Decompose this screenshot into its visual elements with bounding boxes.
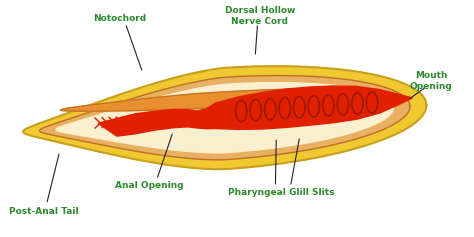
Polygon shape [56,83,393,153]
Polygon shape [61,89,342,111]
Text: Dorsal Hollow
Nerve Cord: Dorsal Hollow Nerve Cord [225,6,295,26]
Text: Notochord: Notochord [92,14,146,23]
Text: Post-Anal Tail: Post-Anal Tail [9,207,79,216]
Text: Pharyngeal Glill Slits: Pharyngeal Glill Slits [228,188,334,197]
Polygon shape [98,86,412,136]
Polygon shape [39,76,410,160]
Polygon shape [23,66,427,169]
Text: Anal Opening: Anal Opening [115,181,184,190]
Text: Mouth
Opening: Mouth Opening [410,71,453,91]
